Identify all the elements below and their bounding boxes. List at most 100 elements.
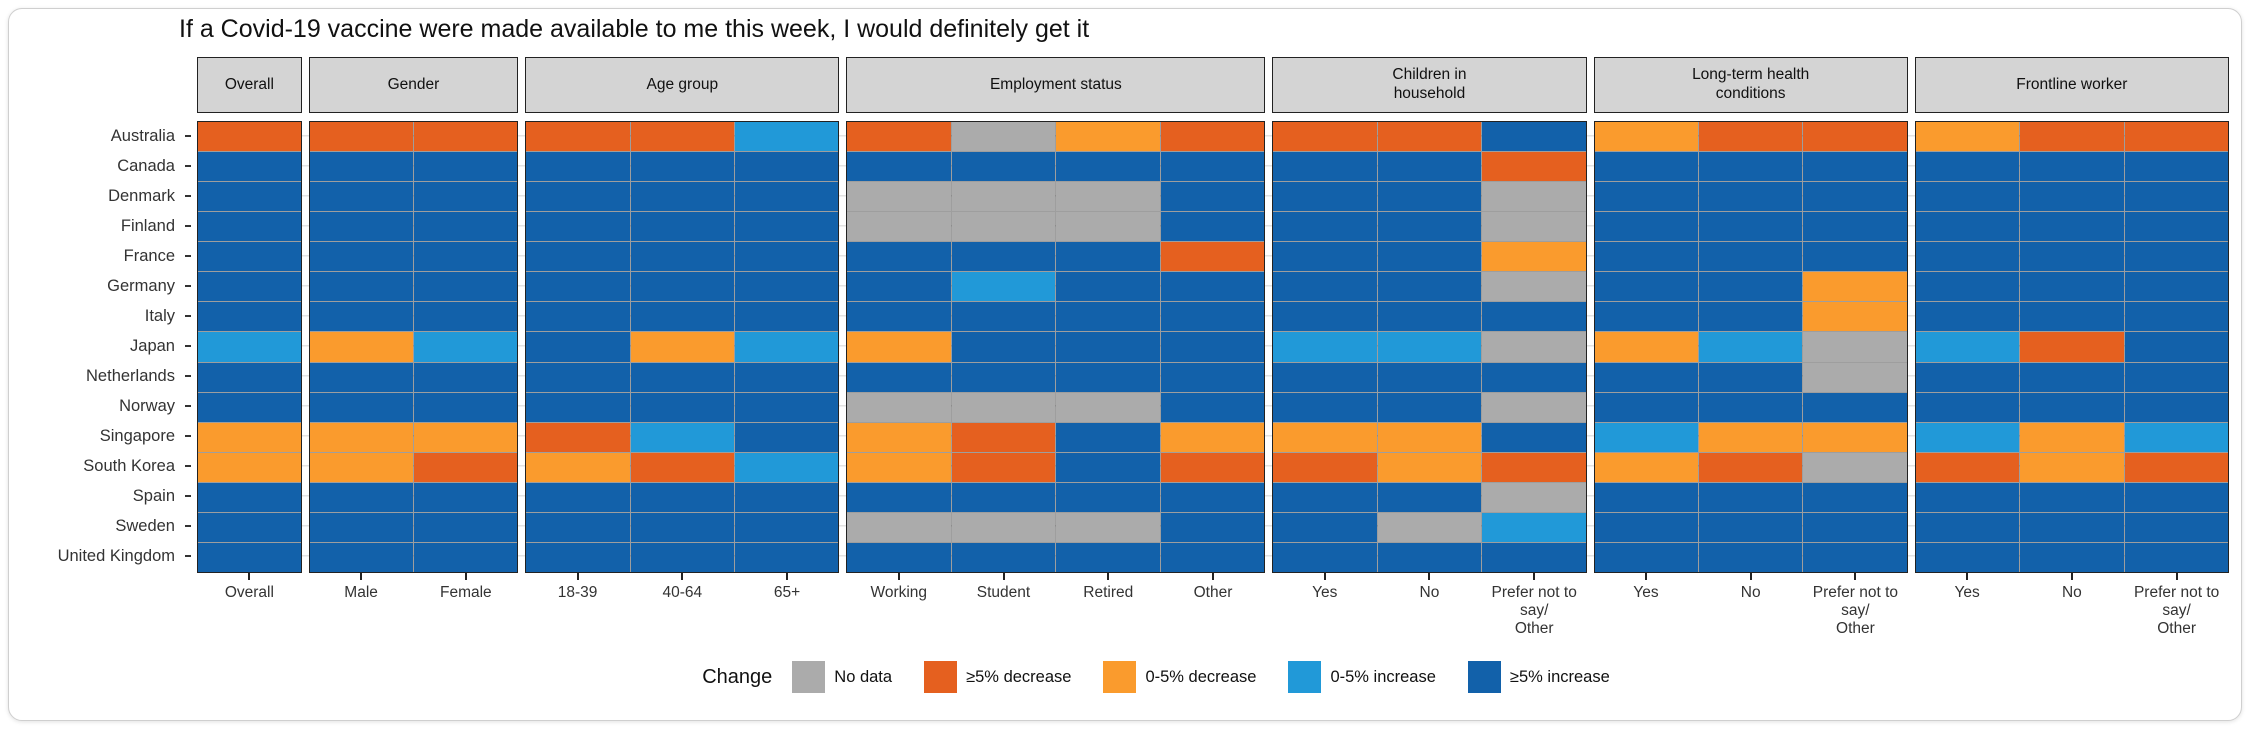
heatmap-cell [951,332,1056,362]
x-axis-label: Retired [1083,584,1134,601]
y-axis-tick [185,285,191,287]
heatmap-grid [1914,121,2229,573]
heatmap-cell [1915,242,2020,272]
heatmap-cell [526,212,630,242]
x-axis-column: Retired [1056,573,1161,602]
heatmap-cell [2020,422,2124,452]
y-axis-tick [185,465,191,467]
heatmap-cell [847,332,951,362]
x-axis-column: Yes [1915,573,2020,637]
heatmap-cell [1273,302,1377,332]
country-label: Netherlands [86,366,175,385]
heatmap-cell [1377,332,1482,362]
heatmap-cell [1160,452,1265,482]
x-axis-label: 65+ [773,584,801,601]
x-axis-tick [1107,573,1110,580]
legend-swatch [1467,661,1501,693]
heatmap-cell [1594,362,1698,392]
heatmap-cell [309,512,413,542]
y-axis-label-row: Italy [9,301,191,331]
country-label: Denmark [108,186,175,205]
heatmap-cell [1482,152,1586,182]
heatmap-cell [198,452,301,482]
heatmap-cell [1377,182,1482,212]
heatmap-cell [2020,362,2124,392]
heatmap-cell [1698,152,1803,182]
facet-panel: Employment status Working Student Retired Ot… [846,57,1266,637]
x-axis-label: Working [870,584,928,601]
heatmap-cell [1056,152,1160,182]
heatmap-cell [951,512,1056,542]
heatmap-cell [1160,392,1265,422]
heatmap-cell [2124,392,2228,422]
y-axis-tick [185,375,191,377]
heatmap-cell [1482,302,1586,332]
heatmap-cell [413,272,518,302]
heatmap-cell [1160,182,1265,212]
heatmap-cell [1056,392,1160,422]
facet-strip-label: Overall [197,57,302,113]
heatmap-cell [1803,512,1907,542]
heatmap-cell [1915,332,2020,362]
heatmap-cell [413,512,518,542]
heatmap-cell [630,302,734,332]
heatmap-cell [309,152,413,182]
x-axis-tick [1323,573,1326,580]
heatmap-cell [1377,152,1482,182]
heatmap-cell [1594,512,1698,542]
x-axis-tick [1002,573,1005,580]
heatmap-cell [2020,482,2124,512]
heatmap-cell [1273,122,1377,152]
y-axis-tick [185,525,191,527]
x-axis: Yes No Prefer not to say/ Other [1594,573,1908,637]
heatmap-cell [1377,362,1482,392]
heatmap-cell [735,542,839,572]
heatmap-cell [1594,152,1698,182]
heatmap-cell [1160,122,1265,152]
heatmap-cell [1915,392,2020,422]
heatmap-cell [1803,542,1907,572]
facet-strip-label: Employment status [846,57,1266,113]
y-axis-tick [185,495,191,497]
heatmap-cell [1377,542,1482,572]
heatmap-cell [2124,332,2228,362]
x-axis: Overall [197,573,302,602]
x-axis-column: No [1377,573,1482,637]
heatmap-cell [847,122,951,152]
heatmap-cell [1056,482,1160,512]
y-axis-label-row: Finland [9,211,191,241]
x-axis-column: 40-64 [630,573,735,602]
heatmap-cell [630,122,734,152]
heatmap-cell [1803,392,1907,422]
heatmap-cell [1915,272,2020,302]
heatmap-cell [1915,212,2020,242]
heatmap-cell [847,482,951,512]
y-axis-tick [185,405,191,407]
heatmap-cell [735,182,839,212]
heatmap-cell [198,362,301,392]
legend-label: ≥5% increase [1509,667,1610,686]
heatmap-cell [1594,302,1698,332]
facet-strip-label: Age group [525,57,840,113]
heatmap-cell [198,482,301,512]
heatmap-cell [2020,332,2124,362]
heatmap-cell [735,392,839,422]
heatmap-cell [309,332,413,362]
x-axis-tick [1854,573,1857,580]
x-axis-column: Yes [1594,573,1699,637]
x-axis-column: Prefer not to say/ Other [1803,573,1908,637]
heatmap-cell [1160,212,1265,242]
heatmap-grid [846,121,1266,573]
heatmap-cell [1594,212,1698,242]
heatmap-cell [198,542,301,572]
x-axis-column: 18-39 [525,573,630,602]
heatmap-cell [735,302,839,332]
x-axis-column: Student [951,573,1056,602]
heatmap-cell [1594,392,1698,422]
heatmap-cell [413,542,518,572]
heatmap-cell [630,182,734,212]
heatmap-cell [2124,182,2228,212]
heatmap-cell [630,452,734,482]
heatmap-cell [951,242,1056,272]
legend-swatch [1288,661,1322,693]
